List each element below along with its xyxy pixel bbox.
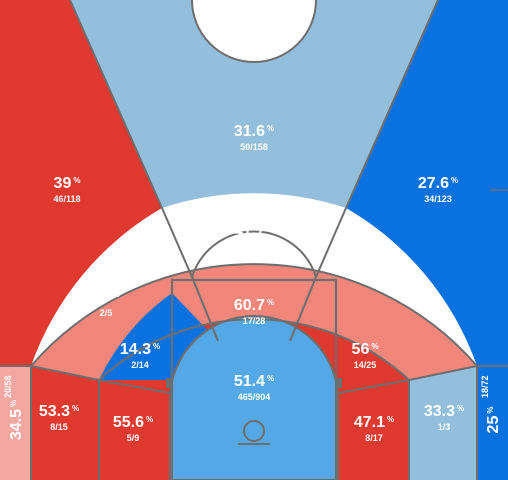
- zone-pct-value: 34.5: [8, 409, 25, 440]
- zone-label-right-corner-three: 25% 18/72: [480, 375, 502, 433]
- zone-pct-sign: %: [73, 176, 80, 185]
- zone-pct-sign: %: [146, 415, 153, 424]
- zone-label-left-long-mid: 40 % 2/5: [93, 289, 120, 318]
- zone-pct-value: 47.1: [354, 414, 385, 431]
- zone-pct: 27.6%: [418, 175, 458, 192]
- zone-long-mid-ring: [31, 264, 477, 380]
- zone-pct: 55.6%: [113, 414, 153, 431]
- zone-pct-sign: %: [153, 342, 160, 351]
- zone-pct-sign: %: [267, 124, 274, 133]
- zone-pct-value: 33.3: [424, 403, 455, 420]
- zone-pct: 31.6%: [234, 123, 274, 140]
- zone-frac: 8/17: [365, 433, 383, 443]
- zone-right-wing-three: [346, 0, 508, 366]
- zone-frac: 2/14: [131, 360, 149, 370]
- zone-frac: 5/9: [127, 433, 140, 443]
- zone-pct-sign: %: [486, 407, 495, 414]
- zone-pct: 25%: [485, 407, 502, 434]
- zone-pct-value: 40: [386, 270, 404, 287]
- zone-label-top-three: 31.6 % 50/158: [234, 123, 274, 152]
- zone-left-baseline-mid: [31, 366, 99, 480]
- lane-hash-right: [336, 378, 342, 388]
- zone-pct-value: 60.7: [234, 297, 265, 314]
- zone-frac: 34/123: [424, 194, 452, 204]
- zone-label-restricted-area: 51.4 % 465/904: [234, 373, 274, 402]
- zone-pct-value: 56: [352, 341, 370, 358]
- zone-pct-value: 51.4: [234, 373, 265, 390]
- zone-frac: 465/904: [238, 392, 271, 402]
- zone-pct-sign: %: [267, 374, 274, 383]
- zone-frac: 50/158: [240, 142, 268, 152]
- zone-right-corner-three: [477, 366, 508, 480]
- zone-pct-sign: %: [405, 271, 412, 280]
- zone-pct-sign: %: [371, 342, 378, 351]
- zone-pct: 51.4%: [234, 373, 274, 390]
- zone-left-wing-three: [0, 0, 162, 366]
- zone-pct: 47.1%: [354, 414, 394, 431]
- zone-left-corner-three: [0, 366, 31, 480]
- zone-frac: 8/15: [50, 422, 68, 432]
- zone-frac: 10/24: [243, 242, 266, 252]
- zone-left-short-wing: [99, 293, 218, 380]
- zone-pct: 56%: [352, 341, 379, 358]
- zone-pct-value: 25: [485, 416, 502, 434]
- zone-label-left-corner-three: 34.5% 20/58: [3, 375, 25, 440]
- zone-pct: 40%: [386, 270, 413, 287]
- zone-pct-value: 39: [54, 175, 72, 192]
- zone-frac: 18/72: [480, 375, 490, 398]
- center-circle: [191, 0, 317, 63]
- zone-frac: 4/10: [390, 289, 408, 299]
- zone-pct-sign: %: [267, 298, 274, 307]
- zone-pct-sign: %: [451, 176, 458, 185]
- zone-labels: 34.5% 20/58 39 % 46/118 31.6 % 50/158 27.6 % 34/12…: [3, 123, 502, 443]
- zone-pct-value: 53.3: [39, 403, 70, 420]
- zone-label-top-long-mid: 41.7 %10/24: [234, 223, 274, 252]
- zone-pct-value: 40: [93, 289, 111, 306]
- zone-right-baseline-mid: [409, 366, 477, 480]
- zone-pct: 39%: [54, 175, 81, 192]
- zone-label-left-baseline-mid: 53.3 % 8/15: [39, 403, 79, 432]
- zone-label-left-wing-three: 39 % 46/118: [53, 175, 80, 204]
- zone-frac: 14/25: [354, 360, 377, 370]
- zone-pct-value: 41.7: [234, 223, 265, 240]
- zone-label-right-wing-three: 27.6 % 34/123: [418, 175, 458, 204]
- zone-frac: 46/118: [53, 194, 80, 204]
- zone-pct: 34.5%: [8, 400, 25, 440]
- zone-pct-value: 31.6: [234, 123, 265, 140]
- zone-frac: 20/58: [3, 375, 13, 398]
- zone-pct-sign: %: [9, 400, 18, 407]
- zone-pct-sign: %: [72, 404, 79, 413]
- zone-label-paint-top: 60.7 %17/28: [234, 297, 274, 326]
- zone-label-right-short-base: 47.1 % 8/17: [354, 414, 394, 443]
- zone-pct-sign: %: [387, 415, 394, 424]
- zone-pct-sign: %: [267, 224, 274, 233]
- zone-frac: 2/5: [100, 308, 113, 318]
- zone-top-three: [70, 0, 438, 208]
- zone-pct: 40%: [93, 289, 120, 306]
- zone-pct-value: 55.6: [113, 414, 144, 431]
- zone-label-left-short-wing: 14.3 % 2/14: [120, 341, 160, 370]
- zone-pct: 14.3%: [120, 341, 160, 358]
- zone-pct-value: 27.6: [418, 175, 449, 192]
- zone-pct-sign: %: [112, 290, 119, 299]
- zone-frac: 17/28: [243, 316, 266, 326]
- zone-pct-sign: %: [457, 404, 464, 413]
- zone-pct: 41.7%: [234, 223, 274, 240]
- zone-label-right-baseline-mid: 33.3 % 1/3: [424, 403, 464, 432]
- lane-hash-left: [166, 378, 172, 388]
- zone-pct: 33.3%: [424, 403, 464, 420]
- hoop-icon: [243, 420, 265, 442]
- zone-restricted-area: [170, 316, 338, 480]
- zone-label-right-long-mid: 40 % 4/10: [386, 270, 413, 299]
- zone-pct-value: 14.3: [120, 341, 151, 358]
- zone-label-left-short-base: 55.6 % 5/9: [113, 414, 153, 443]
- zone-label-right-short-wing: 56 % 14/25: [352, 341, 379, 370]
- zone-pct: 53.3%: [39, 403, 79, 420]
- zone-pct: 60.7%: [234, 297, 274, 314]
- zone-frac: 1/3: [438, 422, 451, 432]
